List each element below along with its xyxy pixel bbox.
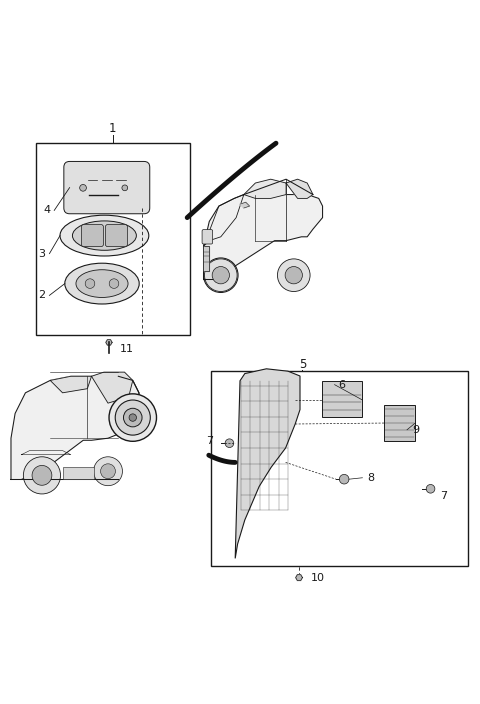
Circle shape [123,408,142,427]
Ellipse shape [65,263,139,304]
Circle shape [80,184,86,191]
FancyBboxPatch shape [322,381,362,417]
Text: 8: 8 [367,473,374,483]
Text: 10: 10 [311,572,325,583]
FancyBboxPatch shape [202,230,213,244]
Circle shape [32,465,52,485]
Circle shape [212,267,229,284]
Text: 11: 11 [120,344,134,353]
FancyBboxPatch shape [64,161,150,214]
FancyBboxPatch shape [384,405,415,441]
Text: 7: 7 [206,436,214,446]
Circle shape [115,400,150,435]
Text: 2: 2 [38,290,46,301]
Polygon shape [50,376,92,393]
Text: 1: 1 [109,122,117,135]
Text: 9: 9 [412,425,419,435]
Circle shape [285,267,302,284]
Polygon shape [92,372,133,403]
Circle shape [129,414,136,421]
Ellipse shape [76,270,128,298]
Polygon shape [286,180,313,199]
Text: 4: 4 [43,206,50,215]
Polygon shape [235,369,300,558]
FancyBboxPatch shape [106,225,128,246]
Ellipse shape [72,221,136,251]
Text: 6: 6 [338,379,346,389]
Text: 7: 7 [440,491,447,501]
FancyBboxPatch shape [81,225,104,246]
FancyBboxPatch shape [62,467,94,479]
Circle shape [204,259,237,291]
Polygon shape [11,376,139,479]
Circle shape [94,457,122,486]
Circle shape [339,474,349,484]
Circle shape [109,394,156,441]
Circle shape [122,185,128,191]
Circle shape [225,439,234,448]
Text: 5: 5 [299,358,306,370]
Polygon shape [204,246,209,271]
Polygon shape [296,574,302,581]
Ellipse shape [60,215,149,256]
Bar [211,371,468,565]
Polygon shape [244,180,286,199]
Bar [36,143,190,335]
Polygon shape [106,340,112,345]
Polygon shape [240,202,250,208]
Circle shape [85,279,95,289]
Circle shape [277,259,310,291]
Polygon shape [204,194,323,279]
Text: 3: 3 [38,249,46,258]
Circle shape [101,464,115,479]
Circle shape [24,457,60,494]
Circle shape [109,279,119,289]
Circle shape [426,484,435,493]
